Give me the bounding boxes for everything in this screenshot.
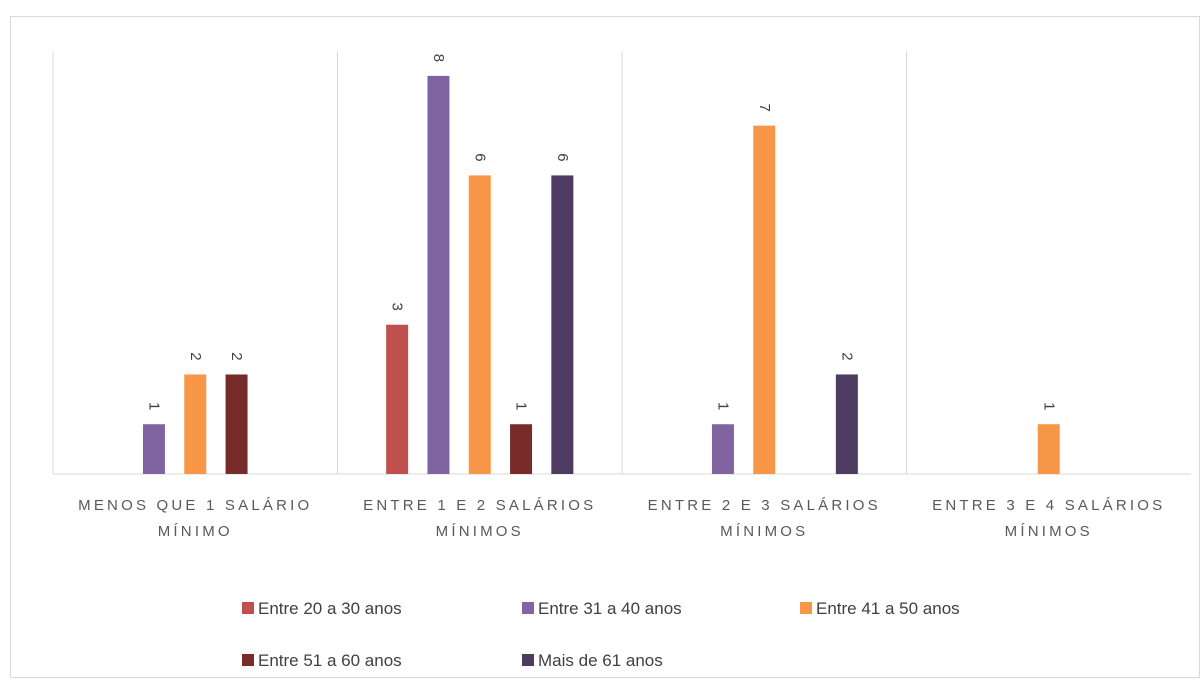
data-label: 7 xyxy=(756,103,773,111)
category-label: MÍNIMOS xyxy=(436,523,524,540)
bar xyxy=(551,175,574,475)
data-label: 1 xyxy=(145,402,162,410)
legend-label: Entre 31 a 40 anos xyxy=(538,599,682,618)
data-label: 2 xyxy=(838,352,855,360)
category-label: MÍNIMOS xyxy=(1005,523,1093,540)
bar-chart: 1 2 2 MENOS QUE 1 SALÁRIO MÍNIMO 3 8 6 1 6 ENTRE 1… xyxy=(52,51,1191,670)
bar xyxy=(753,125,776,474)
bar xyxy=(468,175,491,475)
legend-swatch xyxy=(242,654,254,666)
data-label: 8 xyxy=(430,54,447,62)
legend-swatch xyxy=(522,654,534,666)
bar xyxy=(184,374,207,474)
data-label: 6 xyxy=(471,153,488,161)
data-label: 1 xyxy=(513,402,530,410)
chart-area: 1 2 2 MENOS QUE 1 SALÁRIO MÍNIMO 3 8 6 1 6 ENTRE 1… xyxy=(10,16,1200,678)
category-label: MÍNIMO xyxy=(158,523,233,540)
bar xyxy=(835,374,858,474)
category-label: MENOS QUE 1 SALÁRIO xyxy=(78,497,312,514)
data-label: 2 xyxy=(187,352,204,360)
category-label: MÍNIMOS xyxy=(720,523,808,540)
bar xyxy=(427,75,450,474)
bar xyxy=(510,424,533,474)
data-label: 1 xyxy=(1040,402,1057,410)
data-label: 2 xyxy=(228,352,245,360)
data-label: 3 xyxy=(389,303,406,311)
bar xyxy=(386,324,409,474)
category-label: ENTRE 2 E 3 SALÁRIOS xyxy=(648,497,881,514)
legend-swatch xyxy=(800,602,812,614)
data-label: 6 xyxy=(554,153,571,161)
category-label: ENTRE 1 E 2 SALÁRIOS xyxy=(363,497,596,514)
legend-swatch xyxy=(522,602,534,614)
legend-label: Entre 20 a 30 anos xyxy=(258,599,402,618)
data-label: 1 xyxy=(714,402,731,410)
bar xyxy=(1037,424,1060,474)
legend-label: Entre 41 a 50 anos xyxy=(816,599,960,618)
bar xyxy=(142,424,165,474)
category-label: ENTRE 3 E 4 SALÁRIOS xyxy=(932,497,1165,514)
legend-label: Entre 51 a 60 anos xyxy=(258,651,402,670)
bar xyxy=(225,374,248,474)
legend-label: Mais de 61 anos xyxy=(538,651,663,670)
bar xyxy=(711,424,734,474)
legend-swatch xyxy=(242,602,254,614)
